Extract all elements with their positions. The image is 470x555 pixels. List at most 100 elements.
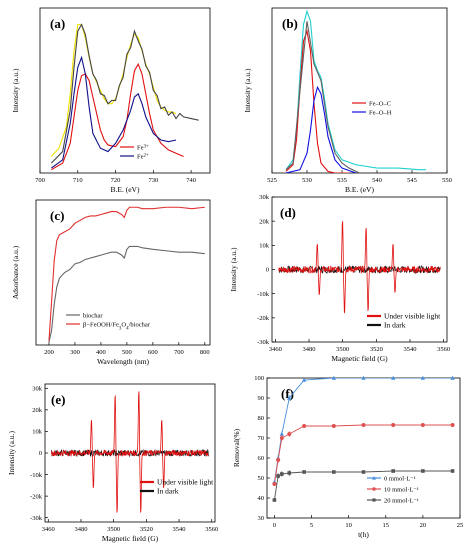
data-point: [331, 424, 336, 428]
x-tick-label: 720: [111, 177, 121, 184]
data-point: [450, 469, 455, 473]
legend-entry: Fe–O–C: [369, 100, 391, 107]
y-tick-label: 30: [258, 515, 265, 522]
series-line-fe3: [51, 62, 184, 171]
plot-area: [285, 9, 426, 173]
x-tick-label: 3520: [370, 346, 383, 353]
x-tick-label: 200: [44, 349, 54, 356]
data-point: [302, 470, 306, 474]
x-tick-label: 710: [73, 177, 83, 184]
y-tick-label: 10k: [259, 243, 270, 250]
data-point: [450, 423, 455, 427]
x-axis-label: B.E. (eV): [111, 185, 140, 194]
legend-entry: Under visible light: [157, 477, 214, 486]
panel-label: (c): [50, 208, 64, 223]
x-tick-label: 3480: [303, 346, 316, 353]
x-tick-label: 3460: [42, 526, 55, 533]
x-axis-label: Magnetic field (G): [331, 354, 388, 363]
y-tick-label: 60: [258, 455, 265, 462]
series-line-fe2: [51, 55, 177, 169]
panel-label: (d): [280, 205, 296, 220]
y-tick-label: 80: [258, 415, 265, 422]
data-point: [361, 375, 366, 380]
plot-area: [278, 221, 441, 314]
series-line-under-visible-light: [51, 391, 209, 513]
y-tick-label: -30k: [257, 339, 270, 346]
x-tick-label: 500: [122, 349, 132, 356]
x-tick-label: 20: [420, 522, 427, 529]
x-tick-label: 3520: [140, 526, 153, 533]
x-tick-label: 3540: [173, 526, 186, 533]
x-tick-label: 3560: [205, 526, 218, 533]
panel-label: (a): [50, 16, 65, 31]
y-tick-label: 20k: [259, 218, 270, 225]
x-tick-label: 0: [273, 522, 276, 529]
legend-marker: [372, 476, 376, 480]
series-line-20-mmol-l: [273, 470, 453, 501]
series-line-in-dark: [51, 448, 209, 458]
y-axis-label: Intensity (a.u.): [243, 68, 252, 112]
data-point: [420, 423, 425, 427]
series-line-0-mmol-l: [273, 378, 453, 483]
x-tick-label: 3500: [336, 346, 349, 353]
legend-entry: β−FeOOH/Fe3O4/biochar: [83, 321, 151, 331]
y-tick-label: 50: [258, 475, 265, 482]
panel-label: (e): [51, 392, 65, 407]
panel-e: (e) 3460 3480 3500 3520 3540 3560 -30k -20k -10k 0…: [7, 383, 218, 543]
series-line-fe-o-c: [285, 28, 349, 173]
legend-entry: Fe2+: [137, 153, 149, 161]
y-tick-label: 70: [258, 435, 265, 442]
x-tick-label: 540: [372, 177, 382, 184]
series-line-feooh-fe3o4-biochar: [48, 206, 205, 341]
x-axis-label: t(h): [358, 530, 369, 539]
y-axis-label: Intensity (a.u.): [11, 68, 20, 112]
legend: Fe3+Fe2+: [120, 144, 149, 161]
legend-marker: [372, 498, 376, 502]
legend-entry: 20 mmol·L⁻¹: [384, 497, 419, 504]
y-axis-label: Intensity (a.u.): [229, 247, 238, 291]
x-tick-label: 15: [383, 522, 390, 529]
y-tick-label: -10k: [257, 291, 270, 298]
panel-c: (c) 200 300 400 500 600 700 800 Wavelength (nm) A…: [11, 199, 211, 366]
legend-entry: 10 mmol·L⁻¹: [384, 486, 419, 493]
panel-f: (f) 0 5 10 15 20 25 30 40 50 60 70 80 90 100 t(h) Remova…: [232, 375, 463, 539]
x-axis-label: B.E. (eV): [345, 185, 374, 194]
data-point: [332, 470, 336, 474]
x-tick-label: 700: [174, 349, 184, 356]
plot-area: [273, 378, 453, 501]
panel-b: (b) 525 530 535 540 545 550 B.E. (eV) Intensity …: [243, 7, 452, 194]
y-tick-label: 10k: [32, 429, 43, 436]
data-point: [272, 482, 277, 486]
y-tick-label: 90: [258, 395, 265, 402]
x-tick-label: 800: [200, 349, 210, 356]
legend: biochar β−FeOOH/Fe3O4/biochar: [66, 312, 151, 331]
data-point: [361, 470, 366, 474]
y-tick-label: 20k: [32, 407, 43, 414]
data-point: [391, 469, 395, 473]
legend-entry: Fe–O–H: [369, 109, 392, 116]
legend: 0 mmol·L⁻¹ 10 mmol·L⁻¹ 20 mmol·L⁻¹: [367, 475, 419, 504]
data-point: [420, 375, 426, 380]
x-tick-label: 550: [442, 177, 452, 184]
x-tick-label: 700: [35, 177, 45, 184]
x-tick-label: 530: [302, 177, 312, 184]
x-tick-label: 3480: [74, 526, 87, 533]
data-point: [390, 375, 396, 380]
data-point: [421, 469, 425, 473]
x-tick-label: 3560: [437, 346, 450, 353]
data-point: [302, 424, 307, 428]
data-point: [272, 498, 277, 502]
data-point: [361, 423, 366, 427]
x-tick-label: 300: [70, 349, 80, 356]
x-tick-label: 535: [337, 177, 347, 184]
y-tick-label: -20k: [257, 315, 270, 322]
panel-label: (f): [281, 386, 294, 401]
y-axis-label: Adsorbance (a.u.): [11, 245, 20, 299]
x-axis-label: Magnetic field (G): [102, 534, 159, 543]
legend-marker: [372, 487, 376, 491]
plot-area: [48, 206, 205, 343]
series-line-biochar: [48, 245, 205, 343]
y-tick-label: 30k: [32, 386, 43, 393]
legend-entry: biochar: [83, 312, 103, 319]
